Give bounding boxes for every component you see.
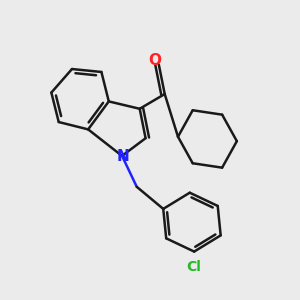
Text: N: N xyxy=(116,149,129,164)
Text: Cl: Cl xyxy=(187,260,202,274)
Text: O: O xyxy=(148,53,161,68)
